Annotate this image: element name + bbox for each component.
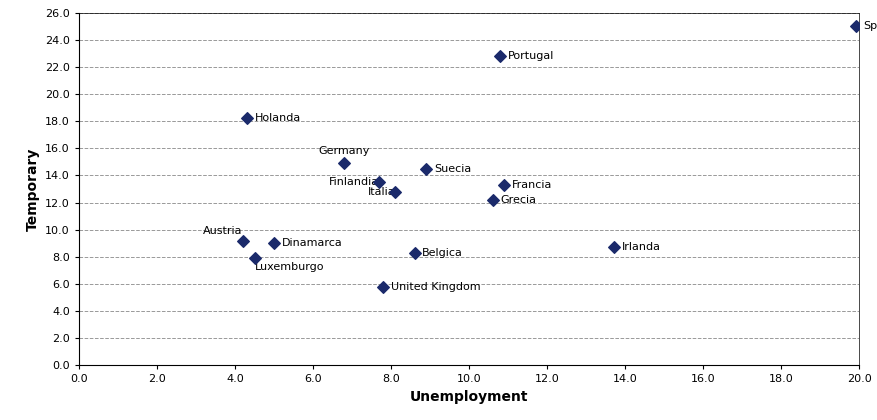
- Point: [419, 165, 433, 172]
- Text: Luxemburgo: Luxemburgo: [254, 262, 324, 272]
- Point: [388, 188, 402, 195]
- Point: [338, 160, 352, 167]
- Text: Austria: Austria: [203, 226, 243, 236]
- Text: Portugal: Portugal: [509, 51, 554, 61]
- Point: [236, 237, 250, 244]
- Text: Dinamarca: Dinamarca: [282, 238, 343, 248]
- Point: [376, 284, 390, 290]
- Point: [373, 179, 387, 186]
- Point: [408, 249, 422, 256]
- Text: Germany: Germany: [318, 147, 370, 156]
- Point: [486, 197, 500, 203]
- Point: [239, 115, 253, 122]
- X-axis label: Unemployment: Unemployment: [410, 390, 529, 404]
- Text: Suecia: Suecia: [434, 164, 471, 173]
- Text: Francia: Francia: [512, 180, 553, 190]
- Y-axis label: Temporary: Temporary: [25, 147, 39, 231]
- Text: Spain: Spain: [863, 21, 877, 31]
- Point: [849, 23, 863, 29]
- Point: [494, 52, 508, 59]
- Text: Holanda: Holanda: [254, 113, 301, 123]
- Text: Italia: Italia: [367, 187, 395, 197]
- Text: Irlanda: Irlanda: [622, 242, 660, 252]
- Text: Belgica: Belgica: [423, 248, 463, 258]
- Point: [497, 181, 511, 188]
- Point: [267, 240, 281, 247]
- Text: United Kingdom: United Kingdom: [391, 282, 481, 292]
- Point: [607, 244, 621, 251]
- Point: [247, 255, 261, 262]
- Text: Finlandia: Finlandia: [329, 177, 380, 187]
- Text: Grecia: Grecia: [501, 195, 537, 205]
